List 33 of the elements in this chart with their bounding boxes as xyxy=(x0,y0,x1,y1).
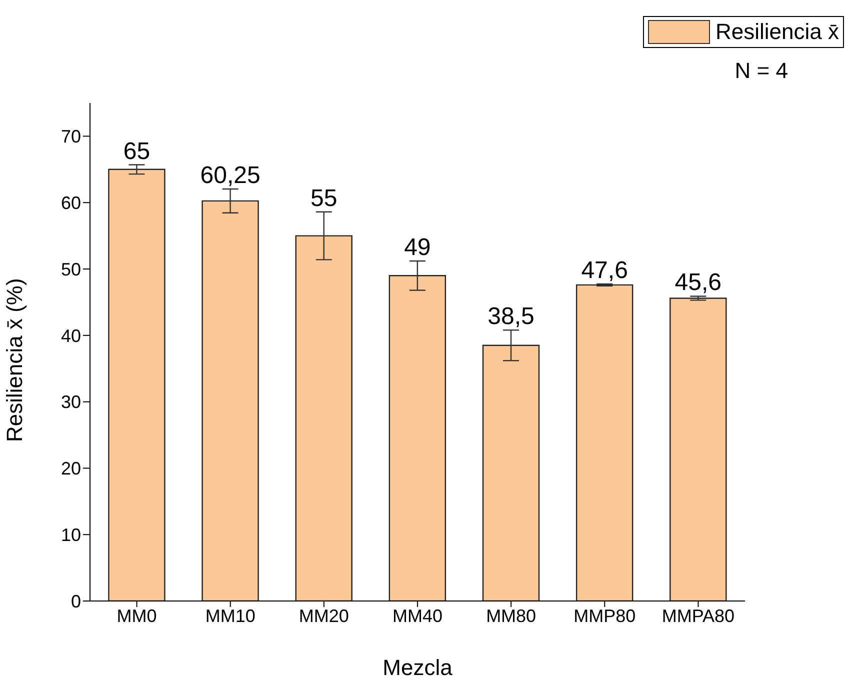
x-tick-label: MM40 xyxy=(392,606,443,626)
bar xyxy=(388,275,446,601)
data-label: 49 xyxy=(404,234,431,262)
y-tick-label: 50 xyxy=(60,259,81,280)
bar xyxy=(576,284,634,601)
bar xyxy=(482,344,540,601)
data-label: 60,25 xyxy=(200,162,260,189)
x-tick-label: MM80 xyxy=(486,606,536,626)
y-tick-label: 20 xyxy=(60,458,81,479)
bar xyxy=(108,168,166,601)
bar xyxy=(670,298,727,601)
legend-label: Resiliencia x̄ xyxy=(716,19,839,45)
data-label: 47,6 xyxy=(581,256,628,284)
y-tick-label: 70 xyxy=(60,126,81,147)
y-tick-label: 30 xyxy=(60,392,81,412)
x-tick-label: MM10 xyxy=(205,606,256,626)
x-tick-label: MM20 xyxy=(298,606,349,626)
bar xyxy=(202,200,259,601)
y-tick-label: 60 xyxy=(60,192,81,213)
y-axis-title: Resiliencia x̄ (%) xyxy=(2,278,27,442)
y-tick-label: 10 xyxy=(60,524,81,545)
bar xyxy=(295,235,352,601)
text: N = 4 xyxy=(734,58,788,84)
data-label: 38,5 xyxy=(488,303,534,330)
x-axis-title: Mezcla xyxy=(382,655,454,679)
y-tick-label: 40 xyxy=(60,326,81,346)
data-label: 45,6 xyxy=(674,269,722,296)
x-tick-label: MMPA80 xyxy=(662,606,735,626)
data-label: 55 xyxy=(310,184,338,212)
y-tick-label: 0 xyxy=(70,591,81,612)
x-tick-label: MM0 xyxy=(116,606,157,626)
data-label: 65 xyxy=(123,138,150,165)
x-tick-label: MMP80 xyxy=(574,606,636,626)
